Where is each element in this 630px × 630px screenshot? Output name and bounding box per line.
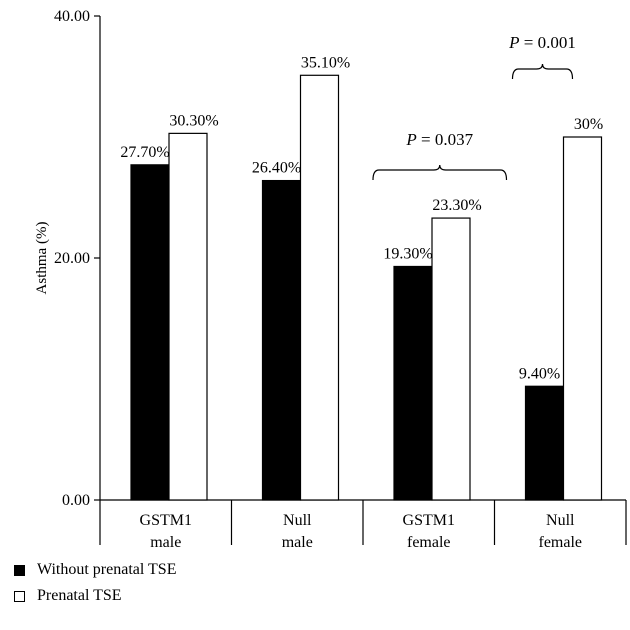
category-label: Null: [283, 512, 312, 529]
bar-without-prenatal-tse: [524, 385, 565, 501]
legend-item-without-prenatal-tse: Without prenatal TSE: [14, 557, 176, 583]
y-tick-label: 40.00: [54, 8, 90, 25]
data-label: 9.40%: [519, 365, 560, 382]
category-label: female: [538, 534, 582, 551]
bar-prenatal-tse: [431, 217, 471, 501]
data-label: 30.30%: [169, 112, 218, 129]
bar-without-prenatal-tse: [261, 179, 302, 501]
category-label: GSTM1: [403, 512, 455, 529]
data-label: 19.30%: [383, 245, 432, 262]
y-tick-label: 0.00: [62, 492, 90, 509]
category-label: GSTM1: [140, 512, 192, 529]
category-label: male: [150, 534, 181, 551]
significance-label: P = 0.037: [405, 130, 473, 149]
legend-swatch-filled: [14, 564, 25, 576]
bar-prenatal-tse: [168, 132, 208, 501]
data-label: 30%: [574, 116, 603, 133]
data-label: 35.10%: [301, 54, 350, 71]
y-axis-label: Asthma (%): [34, 222, 50, 295]
y-tick-label: 20.00: [54, 250, 90, 267]
bar-prenatal-tse: [299, 74, 340, 501]
legend-label: Prenatal TSE: [37, 587, 122, 604]
legend-label: Without prenatal TSE: [37, 561, 177, 578]
legend-swatch-empty: [14, 590, 25, 602]
significance-brace: [511, 63, 574, 80]
bar-without-prenatal-tse: [130, 164, 170, 501]
significance-brace: [372, 164, 508, 181]
bar-without-prenatal-tse: [393, 265, 433, 501]
category-label: male: [282, 534, 313, 551]
data-label: 23.30%: [432, 197, 481, 214]
legend: Without prenatal TSE Prenatal TSE: [14, 557, 176, 609]
significance-label: P = 0.001: [508, 33, 576, 52]
bar-prenatal-tse: [562, 136, 603, 501]
legend-item-prenatal-tse: Prenatal TSE: [14, 583, 176, 609]
data-label: 26.40%: [252, 160, 301, 177]
data-label: 27.70%: [120, 144, 169, 161]
category-label: female: [407, 534, 451, 551]
category-label: Null: [546, 512, 575, 529]
